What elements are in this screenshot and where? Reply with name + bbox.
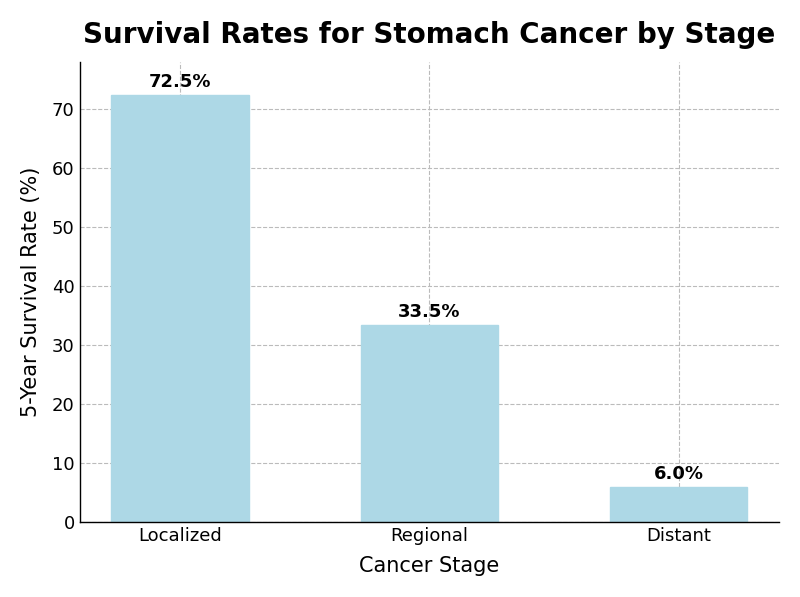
Text: 72.5%: 72.5%: [149, 73, 211, 91]
Title: Survival Rates for Stomach Cancer by Stage: Survival Rates for Stomach Cancer by Sta…: [83, 21, 775, 49]
Bar: [111, 95, 249, 522]
X-axis label: Cancer Stage: Cancer Stage: [359, 556, 499, 576]
Y-axis label: 5-Year Survival Rate (%): 5-Year Survival Rate (%): [21, 167, 41, 417]
Bar: [610, 487, 747, 522]
Text: 33.5%: 33.5%: [398, 303, 461, 321]
Text: 6.0%: 6.0%: [654, 465, 704, 484]
Bar: [361, 325, 498, 522]
